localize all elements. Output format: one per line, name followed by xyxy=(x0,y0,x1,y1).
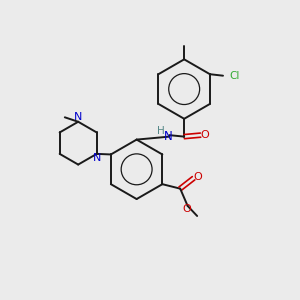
Text: O: O xyxy=(194,172,203,182)
Text: O: O xyxy=(183,204,191,214)
Text: O: O xyxy=(201,130,209,140)
Text: N: N xyxy=(164,130,172,143)
Text: N: N xyxy=(74,112,82,122)
Text: N: N xyxy=(93,153,101,163)
Text: H: H xyxy=(157,126,164,136)
Text: Cl: Cl xyxy=(229,71,240,81)
